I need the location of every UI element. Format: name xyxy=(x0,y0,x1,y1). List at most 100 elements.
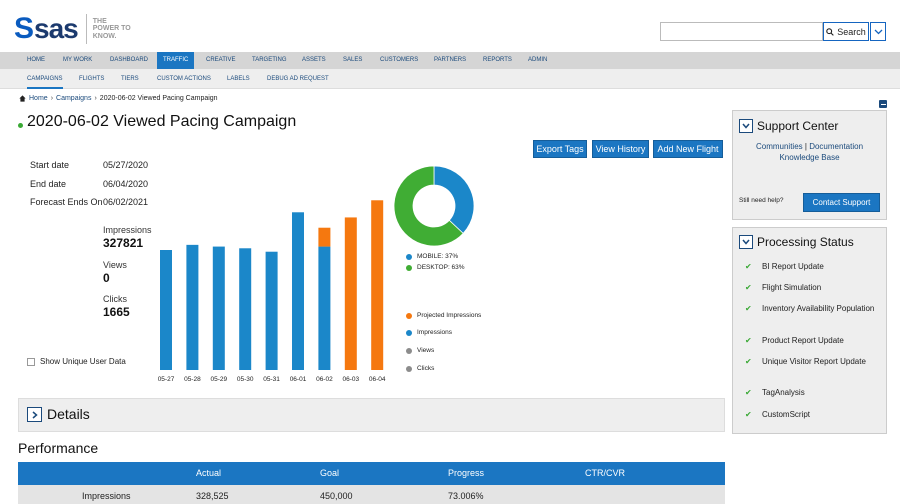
documentation-link[interactable]: Documentation xyxy=(809,142,864,151)
legend-impressions[interactable]: Impressions xyxy=(406,329,452,336)
logo-s: S xyxy=(14,12,34,45)
page-title: 2020-06-02 Viewed Pacing Campaign xyxy=(27,113,297,130)
header: S sas THE POWER TO KNOW. Search xyxy=(0,0,900,52)
legend-projected-impressions[interactable]: Projected Impressions xyxy=(406,312,481,319)
status-item: ✔ BI Report Update xyxy=(745,262,880,273)
search-button-label: Search xyxy=(837,26,866,37)
sas-logo[interactable]: S sas THE POWER TO KNOW. xyxy=(14,14,133,44)
status-item: ✔ CustomScript xyxy=(745,410,880,421)
nav-customers[interactable]: Customers xyxy=(380,57,419,63)
knowledge-base-link[interactable]: Knowledge Base xyxy=(779,153,840,162)
nav-traffic[interactable]: Traffic xyxy=(157,52,195,69)
donut-slice-desktop[interactable] xyxy=(393,165,464,247)
subnav-tiers[interactable]: Tiers xyxy=(121,76,139,82)
check-icon: ✔ xyxy=(745,336,752,345)
status-item-label: TagAnalysis xyxy=(762,388,805,397)
legend-mobile-label: MOBILE: 37% xyxy=(417,253,459,260)
performance-table-header: Actual Goal Progress CTR/CVR xyxy=(18,462,725,485)
check-icon: ✔ xyxy=(745,410,752,419)
bar-projected-06-03[interactable] xyxy=(344,217,357,370)
subnav-custom-actions[interactable]: Custom Actions xyxy=(157,76,211,82)
subnav-labels[interactable]: Labels xyxy=(227,76,250,82)
logo-divider xyxy=(85,14,87,44)
search-icon xyxy=(826,27,834,36)
device-donut-chart xyxy=(393,165,475,247)
processing-status-toggle[interactable] xyxy=(739,235,753,249)
details-section[interactable]: Details xyxy=(18,398,725,432)
main-nav: Home My Work Dashboard Traffic Creative … xyxy=(0,52,900,69)
subnav-flights[interactable]: Flights xyxy=(79,76,105,82)
bar-impressions-06-01[interactable] xyxy=(292,212,304,370)
show-unique-user-data[interactable]: Show Unique User Data xyxy=(27,357,126,366)
chevron-down-icon xyxy=(742,239,750,245)
nav-home[interactable]: Home xyxy=(27,57,45,63)
logo-tagline: THE POWER TO KNOW. xyxy=(92,17,131,40)
communities-link[interactable]: Communities xyxy=(755,142,803,151)
breadcrumb-campaigns[interactable]: Campaigns xyxy=(56,95,92,102)
x-tick-label: 06-01 xyxy=(290,376,307,383)
row-actual: 328,525 xyxy=(196,491,229,501)
nav-creative[interactable]: Creative xyxy=(206,57,236,63)
support-center-toggle[interactable] xyxy=(739,119,753,133)
support-center-title: Support Center xyxy=(757,119,839,133)
legend-views-label: Views xyxy=(417,347,435,354)
impressions-value: 327821 xyxy=(103,236,144,250)
need-help-text: Still need help? xyxy=(739,197,784,204)
check-icon: ✔ xyxy=(745,262,752,271)
breadcrumb-home[interactable]: Home xyxy=(29,95,48,102)
bar-projected-06-04[interactable] xyxy=(371,200,384,370)
status-item-label: Flight Simulation xyxy=(762,283,822,292)
search-options-dropdown[interactable] xyxy=(870,22,886,41)
row-progress: 73.006% xyxy=(448,491,484,501)
export-tags-button[interactable]: Export Tags xyxy=(533,140,587,158)
bar-impressions-05-27[interactable] xyxy=(160,250,172,370)
nav-my-work[interactable]: My Work xyxy=(63,57,93,63)
forecast-value: 06/02/2021 xyxy=(103,197,149,207)
details-label: Details xyxy=(47,406,90,422)
nav-sales[interactable]: Sales xyxy=(343,57,363,63)
details-expand-button[interactable] xyxy=(27,407,42,422)
nav-assets[interactable]: Assets xyxy=(302,57,326,63)
bar-impressions-05-31[interactable] xyxy=(265,251,278,370)
col-actual: Actual xyxy=(196,468,222,478)
bar-impressions-05-28[interactable] xyxy=(186,244,199,370)
search-button[interactable]: Search xyxy=(823,22,869,41)
legend-desktop-label: DESKTOP: 63% xyxy=(417,264,465,271)
add-new-flight-button[interactable]: Add New Flight xyxy=(653,140,723,158)
clicks-value: 1665 xyxy=(103,305,130,319)
search-input[interactable] xyxy=(660,22,823,41)
contact-support-button[interactable]: Contact Support xyxy=(803,193,880,212)
subnav-campaigns[interactable]: Campaigns xyxy=(27,69,63,89)
logo-sas: sas xyxy=(34,13,79,44)
legend-views[interactable]: Views xyxy=(406,347,434,354)
legend-clicks[interactable]: Clicks xyxy=(406,365,434,372)
status-item-label: Unique Visitor Report Update xyxy=(762,357,866,366)
collapse-sidebar-button[interactable] xyxy=(879,100,887,108)
donut-slice-mobile[interactable] xyxy=(433,165,475,234)
check-icon: ✔ xyxy=(745,388,752,397)
status-item: ✔ Unique Visitor Report Update xyxy=(745,357,880,368)
view-history-button[interactable]: View History xyxy=(592,140,649,158)
status-item: ✔ Inventory Availability Population xyxy=(745,304,880,315)
subnav-debug-ad-request[interactable]: Debug Ad Request xyxy=(267,76,329,82)
bar-impressions-05-30[interactable] xyxy=(239,248,252,370)
nav-reports[interactable]: Reports xyxy=(483,57,512,63)
col-goal: Goal xyxy=(320,468,340,478)
processing-status-panel: Processing Status ✔ BI Report Update ✔ Fli… xyxy=(732,227,887,434)
nav-targeting[interactable]: Targeting xyxy=(252,57,287,63)
nav-partners[interactable]: Partners xyxy=(434,57,467,63)
legend-dot-projected xyxy=(406,312,412,319)
bar-impressions-06-02[interactable] xyxy=(318,246,331,370)
x-tick-label: 06-02 xyxy=(316,376,333,383)
chevron-right-icon xyxy=(32,410,38,419)
end-date-label: End date xyxy=(30,179,67,189)
show-unique-checkbox[interactable] xyxy=(27,357,35,366)
nav-admin[interactable]: Admin xyxy=(528,57,548,63)
legend-dot-mobile xyxy=(406,253,412,260)
nav-dashboard[interactable]: Dashboard xyxy=(110,57,149,63)
processing-status-title: Processing Status xyxy=(757,235,854,249)
bar-projected-06-02[interactable] xyxy=(318,227,331,247)
bar-impressions-05-29[interactable] xyxy=(212,246,225,370)
end-date-value: 06/04/2020 xyxy=(103,179,149,189)
